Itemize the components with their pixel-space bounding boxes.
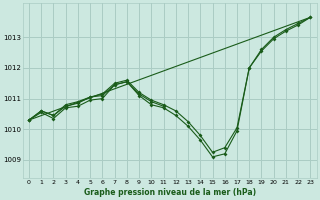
X-axis label: Graphe pression niveau de la mer (hPa): Graphe pression niveau de la mer (hPa) — [84, 188, 256, 197]
